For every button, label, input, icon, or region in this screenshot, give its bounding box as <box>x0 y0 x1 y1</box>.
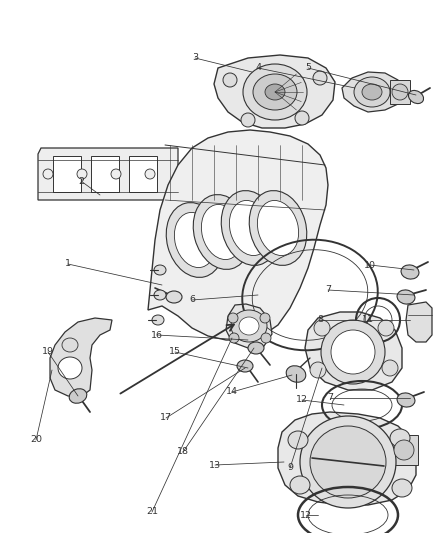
Ellipse shape <box>166 203 224 277</box>
Ellipse shape <box>331 330 375 374</box>
Ellipse shape <box>248 342 264 354</box>
Ellipse shape <box>260 313 270 323</box>
Text: 17: 17 <box>160 414 172 423</box>
Ellipse shape <box>166 291 182 303</box>
Polygon shape <box>226 304 272 348</box>
Ellipse shape <box>300 416 396 508</box>
Ellipse shape <box>394 440 414 460</box>
Ellipse shape <box>145 169 155 179</box>
Ellipse shape <box>290 476 310 494</box>
Ellipse shape <box>154 290 166 300</box>
Ellipse shape <box>241 113 255 127</box>
Polygon shape <box>50 318 112 396</box>
Ellipse shape <box>390 429 410 447</box>
Ellipse shape <box>154 265 166 275</box>
Text: 21: 21 <box>146 507 158 516</box>
Ellipse shape <box>201 205 243 260</box>
Ellipse shape <box>237 360 253 372</box>
Bar <box>129 156 157 192</box>
Ellipse shape <box>295 111 309 125</box>
Ellipse shape <box>310 426 386 498</box>
Polygon shape <box>342 72 402 112</box>
Ellipse shape <box>221 191 279 265</box>
Ellipse shape <box>77 169 87 179</box>
Ellipse shape <box>58 357 82 379</box>
Ellipse shape <box>174 213 215 268</box>
Ellipse shape <box>223 73 237 87</box>
Text: 14: 14 <box>226 387 238 397</box>
Text: 5: 5 <box>305 63 311 72</box>
Text: 16: 16 <box>151 330 163 340</box>
Text: 6: 6 <box>189 295 195 304</box>
Ellipse shape <box>382 360 398 376</box>
Text: 7: 7 <box>327 393 333 402</box>
Ellipse shape <box>397 290 415 304</box>
Ellipse shape <box>261 333 271 343</box>
Bar <box>91 156 119 192</box>
Ellipse shape <box>43 169 53 179</box>
Ellipse shape <box>392 479 412 497</box>
Ellipse shape <box>286 366 306 382</box>
Ellipse shape <box>354 77 390 107</box>
Ellipse shape <box>253 74 297 110</box>
Ellipse shape <box>249 191 307 265</box>
Ellipse shape <box>62 338 78 352</box>
Text: 10: 10 <box>364 261 376 270</box>
Polygon shape <box>148 130 328 340</box>
Ellipse shape <box>230 200 271 255</box>
Ellipse shape <box>288 431 308 449</box>
Text: 20: 20 <box>30 435 42 445</box>
Text: 8: 8 <box>317 316 323 325</box>
Text: 1: 1 <box>65 260 71 269</box>
Ellipse shape <box>313 71 327 85</box>
Text: 18: 18 <box>177 448 189 456</box>
Polygon shape <box>406 302 432 342</box>
Bar <box>390 435 418 465</box>
Ellipse shape <box>231 310 267 342</box>
Ellipse shape <box>409 91 424 103</box>
Ellipse shape <box>310 362 326 378</box>
Ellipse shape <box>362 84 382 100</box>
Polygon shape <box>305 312 402 390</box>
Ellipse shape <box>258 200 299 255</box>
Ellipse shape <box>229 333 239 343</box>
Text: 13: 13 <box>209 461 221 470</box>
Text: 12: 12 <box>296 395 308 405</box>
Polygon shape <box>278 412 416 505</box>
Text: 19: 19 <box>42 348 54 357</box>
Ellipse shape <box>397 393 415 407</box>
Polygon shape <box>214 55 335 128</box>
Text: 15: 15 <box>169 348 181 357</box>
Ellipse shape <box>111 169 121 179</box>
Text: 11: 11 <box>362 316 374 325</box>
Ellipse shape <box>69 389 87 403</box>
Ellipse shape <box>193 195 251 269</box>
Text: 12: 12 <box>300 511 312 520</box>
Text: 9: 9 <box>287 464 293 472</box>
Ellipse shape <box>243 64 307 120</box>
Ellipse shape <box>401 265 419 279</box>
Ellipse shape <box>152 315 164 325</box>
Text: 7: 7 <box>325 286 331 295</box>
Ellipse shape <box>228 313 238 323</box>
Text: 4: 4 <box>255 63 261 72</box>
Ellipse shape <box>321 320 385 384</box>
Text: 3: 3 <box>192 53 198 62</box>
Ellipse shape <box>265 84 285 100</box>
Ellipse shape <box>314 320 330 336</box>
Text: 2: 2 <box>78 176 84 185</box>
Bar <box>390 80 410 104</box>
Polygon shape <box>38 148 178 200</box>
Ellipse shape <box>378 320 394 336</box>
Bar <box>53 156 81 192</box>
Ellipse shape <box>239 317 259 335</box>
Ellipse shape <box>392 84 408 100</box>
